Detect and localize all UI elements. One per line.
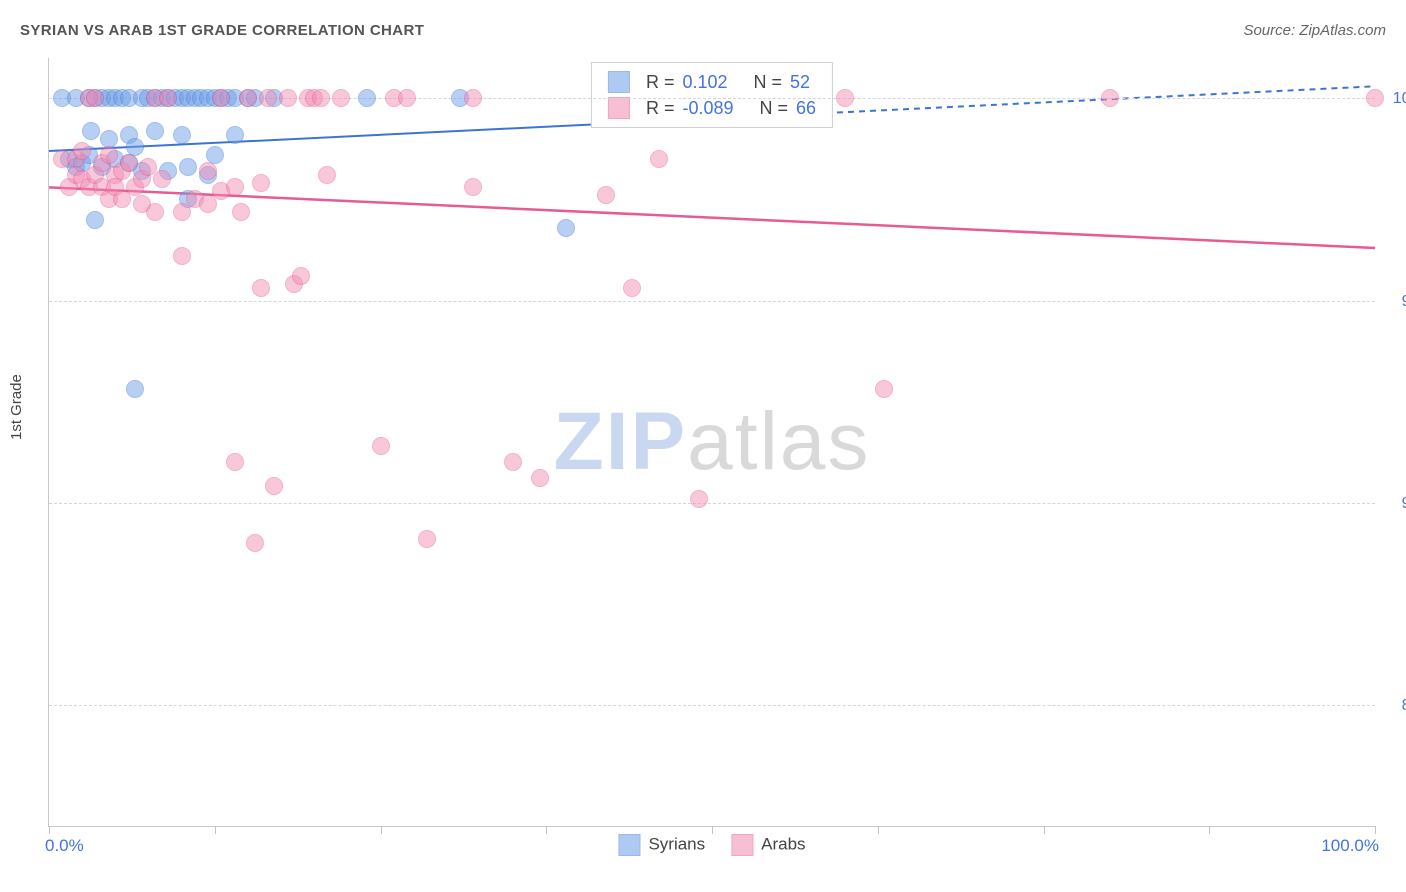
source-label: Source: ZipAtlas.com bbox=[1243, 22, 1386, 39]
point-arabs bbox=[398, 89, 416, 107]
point-syrians bbox=[179, 158, 197, 176]
point-arabs bbox=[332, 89, 350, 107]
point-syrians bbox=[226, 126, 244, 144]
x-tick bbox=[215, 826, 216, 834]
n-label: N = bbox=[754, 72, 783, 93]
point-arabs bbox=[226, 178, 244, 196]
point-arabs bbox=[623, 279, 641, 297]
point-arabs bbox=[212, 89, 230, 107]
point-arabs bbox=[318, 166, 336, 184]
y-axis-label: 1st Grade bbox=[8, 374, 25, 440]
r-value-arabs: -0.089 bbox=[682, 98, 733, 119]
point-arabs bbox=[464, 178, 482, 196]
point-arabs bbox=[531, 469, 549, 487]
legend-item-syrians: Syrians bbox=[618, 834, 705, 856]
x-tick bbox=[878, 826, 879, 834]
point-syrians bbox=[126, 380, 144, 398]
point-arabs bbox=[372, 437, 390, 455]
point-arabs bbox=[246, 534, 264, 552]
x-tick bbox=[381, 826, 382, 834]
point-arabs bbox=[153, 170, 171, 188]
point-arabs bbox=[597, 186, 615, 204]
x-tick bbox=[546, 826, 547, 834]
x-tick bbox=[49, 826, 50, 834]
plot-area: ZIPatlas R = 0.102 N = 52 R = -0.089 N =… bbox=[48, 58, 1375, 827]
swatch-syrians-icon bbox=[608, 71, 630, 93]
point-arabs bbox=[73, 142, 91, 160]
point-arabs bbox=[836, 89, 854, 107]
point-arabs bbox=[120, 154, 138, 172]
point-arabs bbox=[232, 203, 250, 221]
x-tick bbox=[1044, 826, 1045, 834]
point-arabs bbox=[239, 89, 257, 107]
legend-label-arabs: Arabs bbox=[761, 834, 805, 853]
x-axis-max-label: 100.0% bbox=[1321, 836, 1379, 856]
legend-swatch-arabs-icon bbox=[731, 834, 753, 856]
watermark: ZIPatlas bbox=[554, 395, 871, 489]
point-arabs bbox=[279, 89, 297, 107]
n-value-arabs: 66 bbox=[796, 98, 816, 119]
n-label: N = bbox=[760, 98, 789, 119]
point-arabs bbox=[1101, 89, 1119, 107]
watermark-atlas: atlas bbox=[687, 396, 870, 487]
gridline: 90.0% bbox=[49, 503, 1375, 504]
y-tick-label: 100.0% bbox=[1393, 90, 1406, 108]
x-tick bbox=[712, 826, 713, 834]
point-arabs bbox=[252, 279, 270, 297]
point-syrians bbox=[557, 219, 575, 237]
point-arabs bbox=[650, 150, 668, 168]
chart-title: SYRIAN VS ARAB 1ST GRADE CORRELATION CHA… bbox=[20, 22, 424, 39]
point-arabs bbox=[504, 453, 522, 471]
legend-swatch-syrians-icon bbox=[618, 834, 640, 856]
point-arabs bbox=[252, 174, 270, 192]
point-arabs bbox=[100, 146, 118, 164]
point-arabs bbox=[875, 380, 893, 398]
r-label: R = bbox=[646, 72, 675, 93]
watermark-zip: ZIP bbox=[554, 396, 688, 487]
point-arabs bbox=[464, 89, 482, 107]
point-arabs bbox=[312, 89, 330, 107]
point-arabs bbox=[418, 530, 436, 548]
x-axis-min-label: 0.0% bbox=[45, 836, 84, 856]
x-tick bbox=[1375, 826, 1376, 834]
stat-row-syrians: R = 0.102 N = 52 bbox=[608, 69, 816, 95]
stat-box: R = 0.102 N = 52 R = -0.089 N = 66 bbox=[591, 62, 833, 128]
point-arabs bbox=[690, 490, 708, 508]
point-syrians bbox=[146, 122, 164, 140]
y-tick-label: 90.0% bbox=[1402, 495, 1406, 513]
y-tick-label: 95.0% bbox=[1402, 293, 1406, 311]
gridline: 95.0% bbox=[49, 301, 1375, 302]
point-arabs bbox=[173, 247, 191, 265]
swatch-arabs-icon bbox=[608, 97, 630, 119]
point-syrians bbox=[173, 126, 191, 144]
y-tick-label: 85.0% bbox=[1402, 697, 1406, 715]
point-arabs bbox=[265, 477, 283, 495]
point-syrians bbox=[358, 89, 376, 107]
x-legend: Syrians Arabs bbox=[618, 834, 805, 856]
point-arabs bbox=[259, 89, 277, 107]
point-arabs bbox=[1366, 89, 1384, 107]
point-arabs bbox=[292, 267, 310, 285]
r-value-syrians: 0.102 bbox=[682, 72, 727, 93]
gridline: 85.0% bbox=[49, 705, 1375, 706]
legend-item-arabs: Arabs bbox=[731, 834, 805, 856]
point-syrians bbox=[82, 122, 100, 140]
point-arabs bbox=[159, 89, 177, 107]
r-label: R = bbox=[646, 98, 675, 119]
x-tick bbox=[1209, 826, 1210, 834]
point-syrians bbox=[86, 211, 104, 229]
point-arabs bbox=[199, 162, 217, 180]
point-arabs bbox=[226, 453, 244, 471]
trend-lines-svg bbox=[49, 58, 1375, 826]
point-arabs bbox=[146, 203, 164, 221]
n-value-syrians: 52 bbox=[790, 72, 810, 93]
point-arabs bbox=[86, 89, 104, 107]
legend-label-syrians: Syrians bbox=[648, 834, 705, 853]
